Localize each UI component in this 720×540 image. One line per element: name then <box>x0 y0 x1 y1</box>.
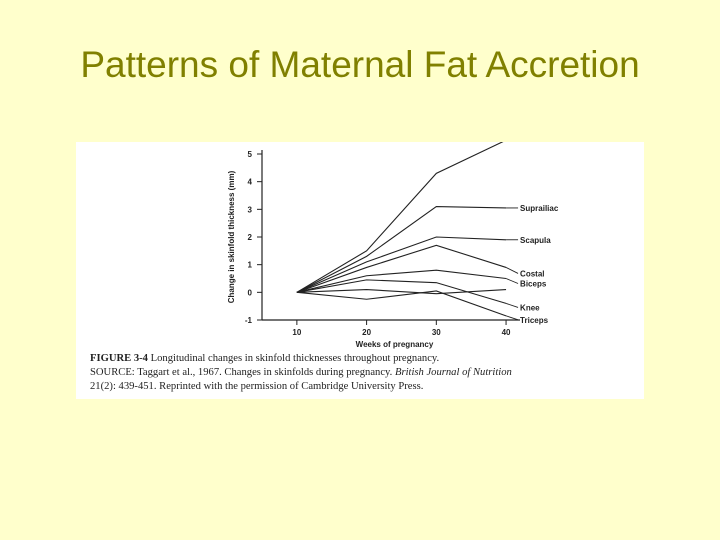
y-tick-label: 3 <box>248 205 253 214</box>
series-line-suprailiac <box>296 206 507 293</box>
series-line-costal <box>296 244 507 293</box>
y-tick-label: 4 <box>248 178 253 187</box>
series-leader-triceps <box>505 315 519 321</box>
y-axis-label: Change in skinfold thickness (mm) <box>227 170 236 303</box>
x-tick-label: 30 <box>432 328 441 337</box>
series-label-knee: Knee <box>520 303 540 312</box>
series-label-costal: Costal <box>520 269 544 278</box>
source-line-2: 21(2): 439-451. Reprinted with the permi… <box>90 381 424 392</box>
x-axis-label: Weeks of pregnancy <box>356 340 434 349</box>
x-tick-label: 40 <box>502 328 511 337</box>
y-tick-label: 1 <box>248 261 253 270</box>
series-label-triceps: Triceps <box>520 316 549 325</box>
series-line-thigh <box>296 142 504 293</box>
series-label-suprailiac: Suprailiac <box>520 204 559 213</box>
series-label-biceps: Biceps <box>520 280 547 289</box>
series-leader-knee <box>505 302 519 308</box>
y-tick-label: 2 <box>248 233 253 242</box>
y-tick-label: -1 <box>245 316 253 325</box>
y-tick-label: 5 <box>248 150 253 159</box>
x-tick-label: 20 <box>362 328 371 337</box>
figure-caption-text: Longitudinal changes in skinfold thickne… <box>147 353 440 364</box>
series-line-biceps <box>296 269 507 293</box>
series-line-knee <box>296 279 507 304</box>
series-line-unlabeled <box>296 289 507 295</box>
figure-image: -1 0 1 2 3 4 5 10 20 30 40 Weeks of pregnancy Change… <box>76 142 644 399</box>
series-leader-biceps <box>505 278 519 284</box>
source-journal: British Journal of Nutrition <box>394 367 512 378</box>
series-line-triceps <box>296 290 507 317</box>
series-leader-costal <box>505 267 519 274</box>
y-tick-label: 0 <box>248 288 253 297</box>
slide-title: Patterns of Maternal Fat Accretion <box>80 44 640 85</box>
source-text: SOURCE: Taggart et al., 1967. Changes in… <box>90 367 395 378</box>
x-tick-label: 10 <box>292 328 301 337</box>
figure-number: FIGURE 3-4 <box>90 353 148 364</box>
series-label-scapula: Scapula <box>520 236 551 245</box>
skinfold-line-chart: -1 0 1 2 3 4 5 10 20 30 40 Weeks of pregnancy Change… <box>227 142 559 349</box>
series-line-scapula <box>296 236 507 293</box>
figure-caption: FIGURE 3-4 Longitudinal changes in skinf… <box>90 352 642 394</box>
